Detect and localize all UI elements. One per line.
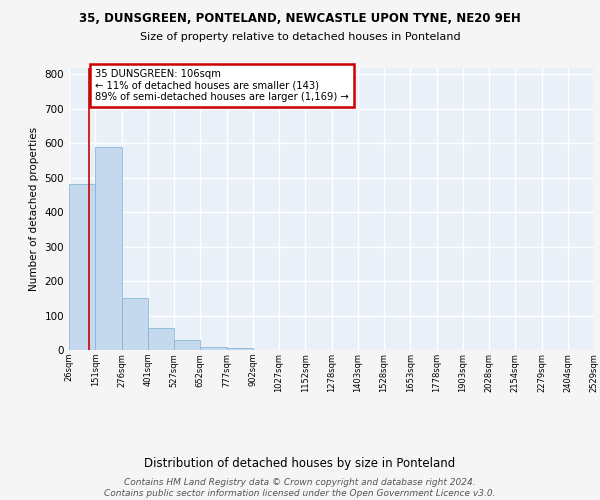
Text: 35, DUNSGREEN, PONTELAND, NEWCASTLE UPON TYNE, NE20 9EH: 35, DUNSGREEN, PONTELAND, NEWCASTLE UPON… bbox=[79, 12, 521, 26]
Bar bbox=[148, 328, 174, 350]
Text: Size of property relative to detached houses in Ponteland: Size of property relative to detached ho… bbox=[140, 32, 460, 42]
Bar bbox=[69, 184, 95, 350]
Bar bbox=[121, 298, 148, 350]
Text: 35 DUNSGREEN: 106sqm
← 11% of detached houses are smaller (143)
89% of semi-deta: 35 DUNSGREEN: 106sqm ← 11% of detached h… bbox=[95, 69, 349, 102]
Y-axis label: Number of detached properties: Number of detached properties bbox=[29, 126, 39, 291]
Bar bbox=[227, 348, 253, 350]
Bar bbox=[200, 346, 227, 350]
Text: Distribution of detached houses by size in Ponteland: Distribution of detached houses by size … bbox=[145, 458, 455, 470]
Text: Contains HM Land Registry data © Crown copyright and database right 2024.
Contai: Contains HM Land Registry data © Crown c… bbox=[104, 478, 496, 498]
Bar bbox=[95, 146, 121, 350]
Bar bbox=[174, 340, 200, 350]
